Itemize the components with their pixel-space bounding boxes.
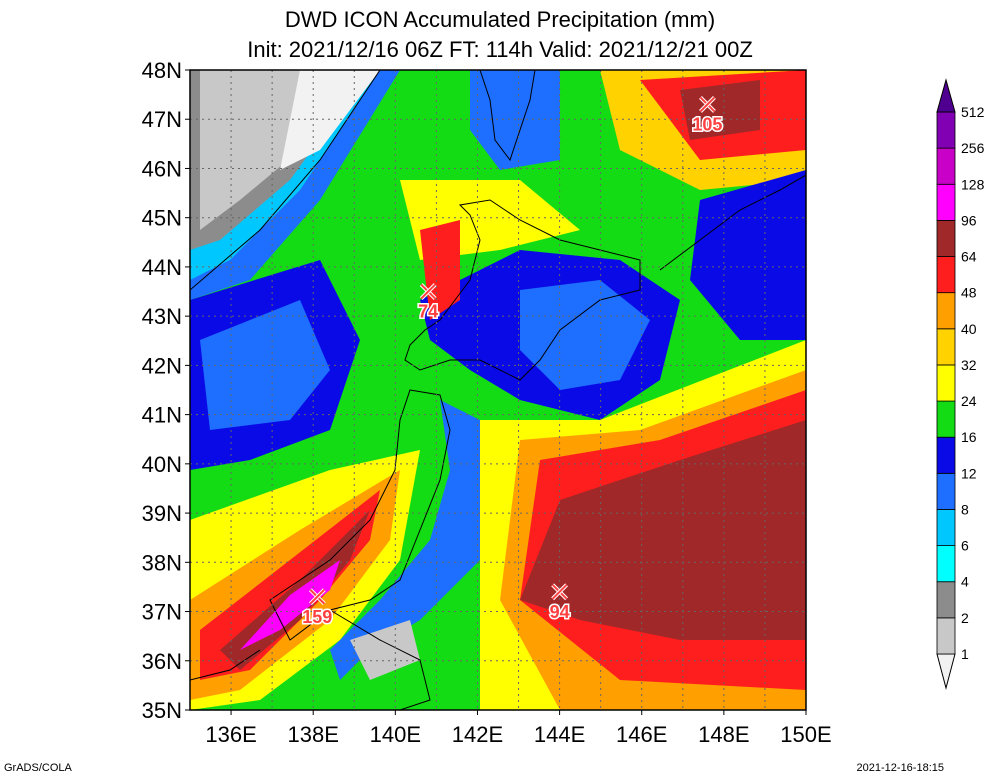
lat-lon-grid	[190, 70, 806, 710]
footer-software: GrADS/COLA	[4, 762, 72, 774]
maximum-value: 94	[550, 602, 570, 622]
colorbar-segment	[936, 581, 956, 619]
maximum-marker: 74	[417, 283, 440, 323]
field-sw-brown	[220, 510, 370, 670]
lat-label: 40N	[142, 452, 182, 477]
colorbar-label: 12	[961, 465, 977, 481]
colorbar-segment	[936, 400, 956, 438]
colorbar-segment	[936, 509, 956, 547]
colorbar-label: 2	[961, 610, 969, 626]
field-honshu-blue	[330, 400, 520, 680]
colorbar-label: 512	[961, 104, 985, 120]
field-hokkaido-lightblue	[520, 280, 650, 390]
marker-x	[309, 589, 326, 605]
field-ne-brown	[680, 80, 760, 140]
field-nw-white	[280, 70, 380, 170]
colorbar-segment	[936, 111, 956, 149]
precip-maxima: 159 74 94 105	[301, 96, 724, 628]
map-title: DWD ICON Accumulated Precipitation (mm)	[284, 7, 716, 32]
colorbar-label: 48	[961, 285, 977, 301]
axis-ticks	[185, 69, 807, 715]
coastline-asia	[190, 70, 381, 291]
coastline-sw	[190, 649, 261, 681]
lat-label: 42N	[142, 353, 182, 378]
lat-axis-labels: 35N 36N 37N 38N 39N 40N 41N 42N 43N 44N 45N 46N 47N 4…	[142, 58, 182, 723]
lat-label: 38N	[142, 550, 182, 575]
lat-label: 35N	[142, 698, 182, 723]
coastline-sakhalin	[479, 70, 536, 162]
colorbar-label: 96	[961, 212, 977, 228]
colorbar-segment	[936, 147, 956, 185]
lat-label: 41N	[142, 403, 182, 428]
colorbar-label: 128	[961, 176, 985, 192]
colorbar-segment	[936, 617, 956, 655]
marker-x	[699, 96, 716, 113]
lon-label: 150E	[780, 722, 831, 747]
coastline-honshu-north	[269, 389, 451, 641]
lon-label: 144E	[534, 722, 585, 747]
lat-label: 43N	[142, 304, 182, 329]
colorbar-label: 4	[961, 574, 969, 590]
colorbar-label: 8	[961, 501, 969, 517]
lat-label: 37N	[142, 600, 182, 625]
colorbar-low-arrow	[936, 653, 956, 690]
colorbar-label: 16	[961, 429, 977, 445]
coastline-honshu-east	[329, 609, 431, 710]
field-west-lightblue	[200, 300, 330, 430]
lat-label: 45N	[142, 206, 182, 231]
lon-label: 148E	[698, 722, 749, 747]
lat-label: 44N	[142, 255, 182, 280]
field-honshu-gray	[350, 620, 420, 680]
marker-x	[551, 584, 568, 600]
colorbar-segment	[936, 364, 956, 402]
footer-timestamp: 2021-12-16-18:15	[856, 762, 944, 774]
field-sw-magenta	[240, 560, 340, 650]
field-se-brown	[520, 420, 806, 640]
colorbar-high-arrow	[936, 78, 956, 113]
lat-label: 47N	[142, 107, 182, 132]
maximum-marker: 94	[548, 583, 571, 623]
maximum-value: 105	[692, 114, 722, 134]
lat-label: 39N	[142, 501, 182, 526]
lat-label: 48N	[142, 58, 182, 83]
lon-label: 142E	[452, 722, 503, 747]
colorbar-label: 32	[961, 357, 977, 373]
marker-x	[420, 283, 436, 300]
colorbar-segment	[936, 292, 956, 330]
lon-label: 140E	[370, 722, 421, 747]
lat-label: 46N	[142, 156, 182, 181]
precipitation-field	[190, 70, 806, 710]
colorbar-segment	[936, 436, 956, 474]
lon-label: 136E	[205, 722, 256, 747]
maximum-marker: 105	[691, 96, 724, 136]
map-subtitle: Init: 2021/12/16 06Z FT: 114h Valid: 202…	[247, 37, 753, 62]
lon-axis-labels: 136E 138E 140E 142E 144E 146E 148E 150E	[205, 722, 831, 747]
colorbar-segment	[936, 256, 956, 294]
map-frame	[189, 69, 807, 711]
colorbar-label: 24	[961, 393, 977, 409]
maximum-value: 159	[302, 607, 332, 627]
colorbar-segment	[936, 472, 956, 510]
colorbar-segment	[936, 183, 956, 221]
colorbar-label: 40	[961, 321, 977, 337]
coastlines	[190, 70, 806, 710]
colorbar-segment	[936, 219, 956, 257]
field-east-blue	[690, 170, 806, 340]
colorbar-label: 6	[961, 538, 969, 554]
field-sakhalin-blue	[470, 70, 560, 170]
colorbar-label: 256	[961, 140, 985, 156]
lon-label: 138E	[288, 722, 339, 747]
maximum-marker: 159	[301, 588, 334, 628]
coastline-hokkaido	[404, 199, 641, 381]
colorbar-segment	[936, 328, 956, 366]
lat-label: 36N	[142, 649, 182, 674]
colorbar-label: 64	[961, 249, 977, 265]
colorbar-label: 1	[961, 646, 969, 662]
coastline-kurils	[659, 174, 806, 271]
maximum-value: 74	[418, 302, 438, 322]
colorbar-segment	[936, 545, 956, 583]
lon-label: 146E	[616, 722, 667, 747]
